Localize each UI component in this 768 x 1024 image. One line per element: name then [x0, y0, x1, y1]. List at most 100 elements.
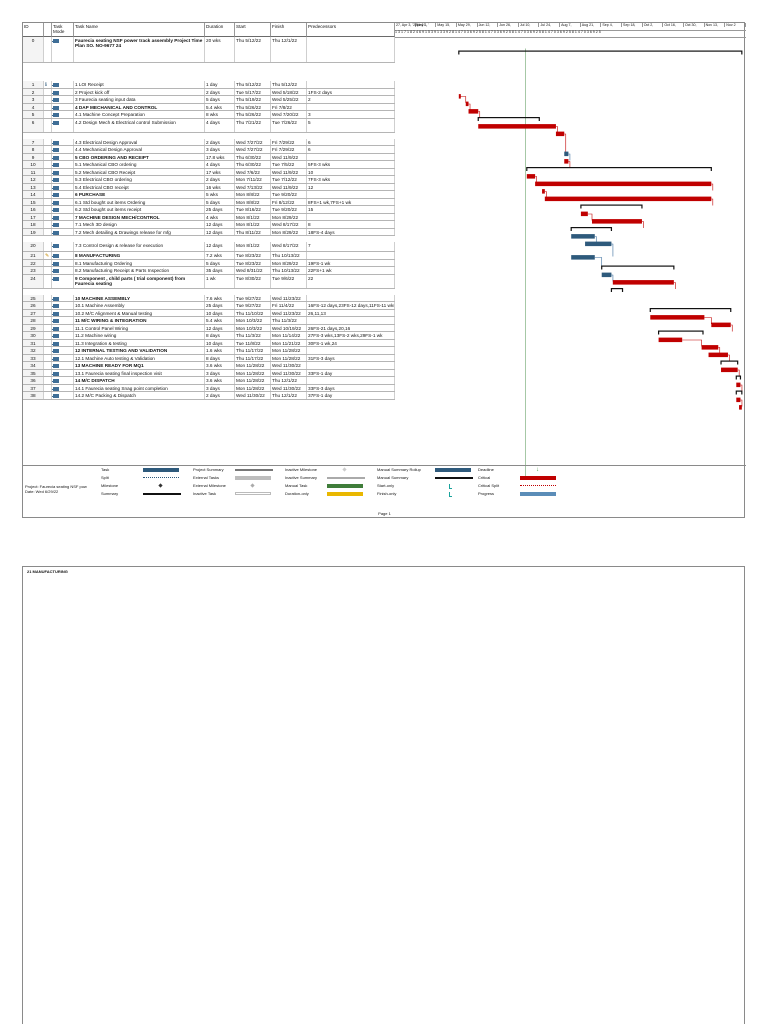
task-finish[interactable]: Wed 8/17/22	[271, 221, 307, 228]
task-start[interactable]: Thu 5/26/22	[235, 103, 271, 110]
task-duration[interactable]: 10 days	[205, 309, 235, 316]
table-row[interactable]: 27 10.2 M/C Alignment & Manual testing 10 …	[23, 309, 395, 317]
task-duration[interactable]: 2 days	[205, 392, 235, 399]
task-bar[interactable]	[526, 174, 536, 179]
task-finish[interactable]: Wed 11/9/22	[271, 168, 307, 175]
task-duration[interactable]: 2 days	[205, 176, 235, 183]
task-name[interactable]: 5.4 Electrical CBO receipt	[74, 183, 205, 190]
task-bar[interactable]	[658, 337, 683, 343]
task-finish[interactable]: Wed 5/18/22	[271, 88, 307, 95]
task-name[interactable]: 11.3 Integration & testing	[74, 339, 205, 346]
task-predecessors[interactable]: 18FS-4 days	[307, 228, 395, 235]
task-name[interactable]: 14.1 Faurecia seating Snag point complet…	[74, 384, 205, 391]
task-finish[interactable]: Thu 10/13/22	[271, 267, 307, 274]
task-start[interactable]: Wed 7/13/22	[235, 183, 271, 190]
task-predecessors[interactable]: 6	[307, 138, 395, 145]
task-predecessors[interactable]: 31FS-3 days	[307, 354, 395, 361]
task-predecessors[interactable]	[307, 37, 395, 62]
task-name[interactable]: 7.3 Control Design & release for executi…	[74, 242, 205, 251]
table-row[interactable]: 6 4.2 Design Mech & Electrical control Su…	[23, 118, 395, 133]
task-duration[interactable]: 4 days	[205, 161, 235, 168]
task-start[interactable]: Thu 8/11/22	[235, 228, 271, 235]
task-start[interactable]: Thu 5/12/22	[235, 37, 271, 62]
task-start[interactable]: Wed 11/30/22	[235, 392, 271, 399]
task-start[interactable]: Wed 8/31/22	[235, 267, 271, 274]
table-row[interactable]: 4 4 DAP MECHANICAL AND CONTROL 5.4 wks Thu …	[23, 103, 395, 111]
task-duration[interactable]: 20 wks	[205, 37, 235, 62]
table-row[interactable]: 16 6.2 Std bought out items receipt 25 day…	[23, 206, 395, 214]
task-duration[interactable]: 25 days	[205, 302, 235, 309]
col-header-task-name[interactable]: Task Name	[74, 23, 205, 37]
task-name[interactable]: 4.3 Electrical Design Approval	[74, 138, 205, 145]
summary-bar[interactable]	[735, 375, 742, 380]
table-row[interactable]: 22 8.1 Manufacturing Ordering 5 days Tue 8/…	[23, 259, 395, 267]
task-predecessors[interactable]	[307, 377, 395, 384]
task-start[interactable]: Thu 11/10/22	[235, 309, 271, 316]
task-name[interactable]: 5.3 Electrical CBO ordering	[74, 176, 205, 183]
table-row[interactable]: 25 10 MACHINE ASSEMBLY 7.6 wks Tue 9/27/22 W…	[23, 294, 395, 302]
task-duration[interactable]: 17 wks	[205, 168, 235, 175]
table-row[interactable]: 3 3 Faurecia seating input data 5 days Thu …	[23, 96, 395, 104]
task-start[interactable]: Mon 7/11/22	[235, 176, 271, 183]
task-start[interactable]: Wed 7/27/22	[235, 146, 271, 153]
task-start[interactable]: Mon 8/8/22	[235, 198, 271, 205]
task-duration[interactable]: 8 days	[205, 354, 235, 361]
task-finish[interactable]: Wed 8/17/22	[271, 242, 307, 251]
task-finish[interactable]: Wed 11/23/22	[271, 309, 307, 316]
task-bar[interactable]	[564, 159, 569, 164]
task-finish[interactable]: Mon 8/29/22	[271, 259, 307, 266]
task-finish[interactable]: Thu 11/3/22	[271, 317, 307, 324]
task-name[interactable]: 11.1 Control Panel Wiring	[74, 324, 205, 331]
task-start[interactable]: Thu 11/3/22	[235, 332, 271, 339]
task-start[interactable]: Thu 6/30/22	[235, 161, 271, 168]
note-icon[interactable]: ✎	[45, 253, 50, 259]
task-bar[interactable]	[711, 322, 731, 328]
task-duration[interactable]: 7.6 wks	[205, 294, 235, 301]
summary-bar[interactable]	[477, 117, 540, 121]
task-start[interactable]: Thu 5/26/22	[235, 111, 271, 118]
summary-bar[interactable]	[657, 330, 704, 335]
task-bar[interactable]	[736, 397, 741, 403]
task-start[interactable]: Thu 5/19/22	[235, 96, 271, 103]
task-name[interactable]: 14 M/C DISPATCH	[74, 377, 205, 384]
task-predecessors[interactable]	[307, 362, 395, 369]
task-name[interactable]: 5.2 Mechanical CBO Receipt	[74, 168, 205, 175]
task-duration[interactable]: 5 wks	[205, 191, 235, 198]
task-duration[interactable]: 12 days	[205, 228, 235, 235]
summary-bar[interactable]	[720, 360, 739, 365]
task-duration[interactable]: 10 days	[205, 339, 235, 346]
task-finish[interactable]: Tue 7/26/22	[271, 118, 307, 132]
task-start[interactable]: Tue 8/23/22	[235, 259, 271, 266]
table-row[interactable]: 37 14.1 Faurecia seating Snag point compl…	[23, 384, 395, 392]
table-row[interactable]: 5 4.1 Machine Concept Preparation 8 wks Thu…	[23, 111, 395, 119]
table-row[interactable]: 32 12 INTERNAL TESTING AND VALIDATION 1.6 …	[23, 347, 395, 355]
task-bar[interactable]	[701, 345, 719, 350]
task-start[interactable]: Tue 8/23/22	[235, 252, 271, 259]
task-predecessors[interactable]: 8FS+1 wk,7FS+1 wk	[307, 198, 395, 205]
task-name[interactable]: 10 MACHINE ASSEMBLY	[74, 294, 205, 301]
task-finish[interactable]: Wed 5/25/22	[271, 96, 307, 103]
task-duration[interactable]: 17.8 wks	[205, 153, 235, 160]
info-icon[interactable]: ℹ	[45, 82, 47, 88]
task-start[interactable]: Mon 10/3/22	[235, 317, 271, 324]
task-predecessors[interactable]: 19FS-1 wk	[307, 259, 395, 266]
task-finish[interactable]: Fri 7/8/22	[271, 103, 307, 110]
task-finish[interactable]: Wed 11/9/22	[271, 183, 307, 190]
col-header-start[interactable]: Start	[235, 23, 271, 37]
task-name[interactable]: 8.2 Manufacturing Receipt & Parts Inspec…	[74, 267, 205, 274]
task-predecessors[interactable]: 22	[307, 274, 395, 288]
task-bar[interactable]	[544, 196, 712, 202]
task-duration[interactable]: 3.6 wks	[205, 377, 235, 384]
task-predecessors[interactable]: 1FS-2 days	[307, 88, 395, 95]
task-finish[interactable]: Thu 12/1/22	[271, 392, 307, 399]
task-start[interactable]: Mon 8/1/22	[235, 221, 271, 228]
table-row[interactable]: 0 Faurecia seating NSF power track assemb…	[23, 37, 395, 63]
table-row[interactable]: 13 5.4 Electrical CBO receipt 16 wks Wed 7/…	[23, 183, 395, 191]
task-start[interactable]: Tue 11/8/22	[235, 339, 271, 346]
task-predecessors[interactable]: 8	[307, 221, 395, 228]
task-finish[interactable]: Tue 9/6/22	[271, 274, 307, 288]
task-duration[interactable]: 4 days	[205, 118, 235, 132]
task-duration[interactable]: 7.2 wks	[205, 252, 235, 259]
task-bar[interactable]	[535, 181, 712, 187]
